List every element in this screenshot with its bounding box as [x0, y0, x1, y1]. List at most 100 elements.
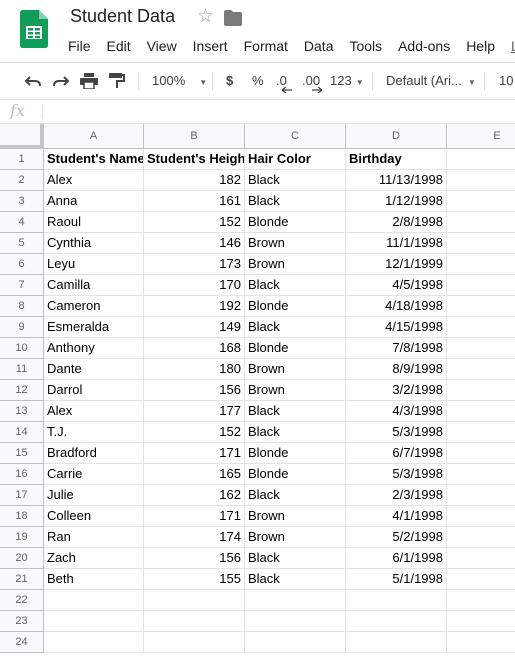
table-cell[interactable]: 3/2/1998 — [346, 380, 447, 401]
table-cell[interactable]: Camilla — [44, 275, 144, 296]
menu-edit[interactable]: Edit — [106, 38, 131, 54]
menu-data[interactable]: Data — [303, 38, 334, 54]
percent-format-button[interactable]: % — [252, 73, 264, 88]
table-cell[interactable]: 192 — [144, 296, 245, 317]
header-cell[interactable]: Student's Name — [44, 149, 144, 170]
header-cell[interactable]: Birthday — [346, 149, 447, 170]
menu-format[interactable]: Format — [243, 38, 288, 54]
table-cell[interactable]: Beth — [44, 569, 144, 590]
table-cell[interactable]: Brown — [245, 233, 346, 254]
row-header[interactable]: 21 — [0, 569, 44, 590]
folder-icon[interactable] — [224, 10, 242, 26]
row-header[interactable]: 1 — [0, 149, 44, 170]
table-cell[interactable]: 165 — [144, 464, 245, 485]
table-cell[interactable]: 155 — [144, 569, 245, 590]
table-cell[interactable]: Anthony — [44, 338, 144, 359]
column-header-b[interactable]: B — [144, 124, 245, 149]
table-cell[interactable]: 149 — [144, 317, 245, 338]
table-cell[interactable]: 5/3/1998 — [346, 422, 447, 443]
table-cell[interactable] — [447, 359, 515, 380]
table-cell[interactable]: 6/7/1998 — [346, 443, 447, 464]
table-cell[interactable] — [144, 590, 245, 611]
row-header[interactable]: 7 — [0, 275, 44, 296]
menu-help[interactable]: Help — [466, 38, 495, 54]
row-header[interactable]: 3 — [0, 191, 44, 212]
table-cell[interactable]: 182 — [144, 170, 245, 191]
table-cell[interactable] — [447, 590, 515, 611]
table-cell[interactable]: Bradford — [44, 443, 144, 464]
column-header-a[interactable]: A — [44, 124, 144, 149]
table-cell[interactable]: T.J. — [44, 422, 144, 443]
font-family-select[interactable]: Default (Ari... ▼ — [386, 63, 476, 99]
table-cell[interactable] — [44, 611, 144, 632]
table-cell[interactable] — [447, 569, 515, 590]
row-header[interactable]: 19 — [0, 527, 44, 548]
table-cell[interactable] — [447, 191, 515, 212]
row-header[interactable]: 4 — [0, 212, 44, 233]
table-cell[interactable] — [447, 527, 515, 548]
table-cell[interactable]: 8/9/1998 — [346, 359, 447, 380]
row-header[interactable]: 23 — [0, 611, 44, 632]
table-cell[interactable]: Black — [245, 275, 346, 296]
header-cell[interactable] — [447, 149, 515, 170]
row-header[interactable]: 10 — [0, 338, 44, 359]
table-cell[interactable]: 152 — [144, 212, 245, 233]
table-cell[interactable]: 156 — [144, 548, 245, 569]
table-cell[interactable]: 4/5/1998 — [346, 275, 447, 296]
paint-format-button[interactable] — [108, 63, 126, 99]
table-cell[interactable] — [447, 401, 515, 422]
table-cell[interactable] — [245, 611, 346, 632]
table-cell[interactable]: Brown — [245, 380, 346, 401]
table-cell[interactable]: Raoul — [44, 212, 144, 233]
table-cell[interactable]: Alex — [44, 170, 144, 191]
table-cell[interactable] — [447, 170, 515, 191]
row-header[interactable]: 5 — [0, 233, 44, 254]
table-cell[interactable]: 173 — [144, 254, 245, 275]
table-cell[interactable]: Zach — [44, 548, 144, 569]
zoom-select[interactable]: 100% ▼ — [152, 63, 207, 99]
document-title[interactable]: Student Data — [70, 6, 176, 26]
header-cell[interactable]: Hair Color — [245, 149, 346, 170]
table-cell[interactable] — [346, 632, 447, 653]
table-cell[interactable]: 7/8/1998 — [346, 338, 447, 359]
table-cell[interactable] — [447, 611, 515, 632]
row-header[interactable]: 2 — [0, 170, 44, 191]
table-cell[interactable]: 2/8/1998 — [346, 212, 447, 233]
row-header[interactable]: 24 — [0, 632, 44, 653]
spreadsheet-grid[interactable]: A B C D E 1 Student's Name Student's Heigh Hair … — [0, 124, 515, 660]
table-cell[interactable]: 171 — [144, 506, 245, 527]
select-all-corner[interactable] — [0, 124, 44, 149]
table-cell[interactable]: 1/12/1998 — [346, 191, 447, 212]
table-cell[interactable]: Black — [245, 422, 346, 443]
table-cell[interactable]: 180 — [144, 359, 245, 380]
column-header-c[interactable]: C — [245, 124, 346, 149]
table-cell[interactable]: 4/1/1998 — [346, 506, 447, 527]
table-cell[interactable]: Carrie — [44, 464, 144, 485]
row-header[interactable]: 12 — [0, 380, 44, 401]
table-cell[interactable]: 4/15/1998 — [346, 317, 447, 338]
table-cell[interactable]: Brown — [245, 527, 346, 548]
table-cell[interactable] — [447, 254, 515, 275]
table-cell[interactable]: Blonde — [245, 443, 346, 464]
star-icon[interactable]: ☆ — [197, 6, 215, 27]
table-cell[interactable]: 4/18/1998 — [346, 296, 447, 317]
table-cell[interactable] — [447, 212, 515, 233]
table-cell[interactable] — [447, 338, 515, 359]
table-cell[interactable]: Anna — [44, 191, 144, 212]
table-cell[interactable] — [44, 590, 144, 611]
row-header[interactable]: 8 — [0, 296, 44, 317]
table-cell[interactable]: 162 — [144, 485, 245, 506]
table-cell[interactable]: Brown — [245, 254, 346, 275]
table-cell[interactable]: 2/3/1998 — [346, 485, 447, 506]
table-cell[interactable]: 170 — [144, 275, 245, 296]
table-cell[interactable]: Dante — [44, 359, 144, 380]
header-cell[interactable]: Student's Heigh — [144, 149, 245, 170]
table-cell[interactable] — [245, 632, 346, 653]
table-cell[interactable]: 156 — [144, 380, 245, 401]
row-header[interactable]: 18 — [0, 506, 44, 527]
table-cell[interactable]: 174 — [144, 527, 245, 548]
table-cell[interactable]: Cameron — [44, 296, 144, 317]
menu-insert[interactable]: Insert — [192, 38, 228, 54]
column-header-d[interactable]: D — [346, 124, 447, 149]
table-cell[interactable]: 5/1/1998 — [346, 569, 447, 590]
